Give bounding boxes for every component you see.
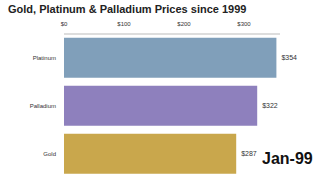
svg-text:Platinum: Platinum (33, 55, 56, 61)
svg-text:$0: $0 (61, 21, 68, 27)
html-text:Jan-99: Jan-99 (262, 150, 313, 167)
svg-text:Gold: Gold (43, 151, 56, 157)
svg-text:$100: $100 (117, 21, 131, 27)
svg-text:$300: $300 (237, 21, 251, 27)
svg-text:$354: $354 (281, 54, 297, 61)
html-text:Gold, Platinum & Palladium Pri: Gold, Platinum & Palladium Prices since … (8, 3, 247, 15)
svg-text:$200: $200 (177, 21, 191, 27)
svg-text:$322: $322 (262, 102, 278, 109)
svg-text:$287: $287 (241, 150, 257, 157)
svg-text:Palladium: Palladium (30, 103, 56, 109)
